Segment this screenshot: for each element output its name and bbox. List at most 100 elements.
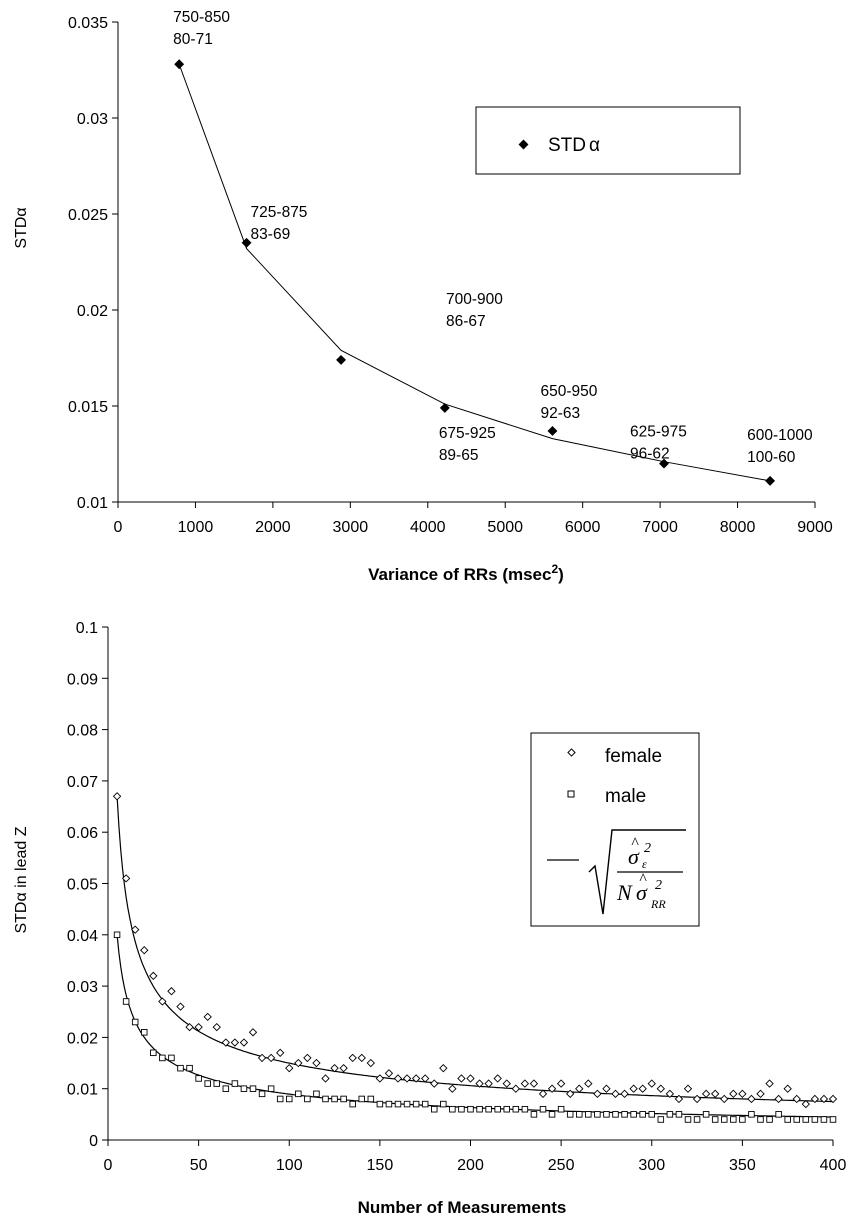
female-point bbox=[466, 1074, 475, 1083]
male-point bbox=[612, 1111, 619, 1118]
female-point bbox=[620, 1089, 629, 1099]
y-tick-label: 0.025 bbox=[68, 207, 108, 224]
female-point bbox=[312, 1058, 321, 1068]
male-point bbox=[639, 1111, 646, 1118]
male-point bbox=[358, 1095, 366, 1103]
female-point bbox=[221, 1038, 230, 1047]
male-point bbox=[784, 1116, 791, 1123]
male-point bbox=[657, 1116, 665, 1123]
data-point bbox=[241, 237, 252, 248]
male-point bbox=[721, 1116, 728, 1123]
female-point bbox=[584, 1079, 593, 1088]
male-point bbox=[711, 1116, 719, 1123]
female-point bbox=[185, 1022, 194, 1032]
x-tick-label: 1000 bbox=[178, 519, 214, 536]
x-tick-label: 3000 bbox=[333, 519, 369, 536]
female-point bbox=[266, 1053, 276, 1063]
female-point bbox=[765, 1079, 774, 1088]
chart-2-legend: female male σ ^ ε 2 N σ ^ RR 2 bbox=[530, 732, 700, 927]
male-point bbox=[331, 1095, 338, 1103]
male-point bbox=[258, 1090, 266, 1098]
female-point bbox=[348, 1053, 357, 1063]
point-label-range: 600-1000 bbox=[747, 427, 813, 444]
chart-2-x-ticks: 0 50 100 150 200 250 300 350 400 bbox=[104, 1140, 847, 1174]
point-label-rate: 96-62 bbox=[630, 446, 670, 463]
female-point bbox=[593, 1089, 602, 1099]
male-point bbox=[757, 1116, 764, 1123]
female-point bbox=[720, 1094, 729, 1104]
y-tick-label: 0.015 bbox=[68, 399, 108, 416]
female-point bbox=[566, 1089, 575, 1099]
chart-1-x-axis-title: Variance of RRs (msec2) bbox=[368, 562, 564, 584]
female-point bbox=[212, 1022, 221, 1032]
point-label-range: 650-950 bbox=[540, 383, 597, 400]
data-point bbox=[765, 475, 776, 486]
chart-2-y-ticks: 0 0.01 0.02 0.03 0.04 0.05 0.06 0.07 0.08 0.09 0.1 bbox=[67, 620, 108, 1150]
female-point bbox=[611, 1089, 620, 1099]
chart-1-legend-marker bbox=[518, 139, 529, 150]
data-point bbox=[174, 59, 185, 70]
male-point bbox=[231, 1080, 239, 1087]
male-point bbox=[748, 1111, 755, 1118]
male-point bbox=[503, 1105, 511, 1113]
female-point bbox=[683, 1084, 693, 1093]
female-point bbox=[575, 1084, 584, 1093]
x-tick-label: 0 bbox=[114, 519, 123, 536]
svg-text:^: ^ bbox=[639, 871, 647, 888]
female-point bbox=[321, 1074, 330, 1083]
male-point bbox=[675, 1111, 683, 1118]
data-point bbox=[659, 458, 669, 469]
chart-2-x-axis-title: Number of Measurements bbox=[358, 1198, 567, 1217]
male-point bbox=[403, 1100, 411, 1108]
svg-text:2: 2 bbox=[655, 878, 662, 893]
y-tick-label: 0.02 bbox=[67, 1030, 98, 1047]
male-point bbox=[340, 1095, 347, 1103]
svg-text:^: ^ bbox=[631, 835, 639, 852]
female-point bbox=[167, 987, 176, 996]
female-point bbox=[756, 1089, 765, 1099]
male-point bbox=[811, 1116, 819, 1123]
male-point bbox=[485, 1105, 492, 1113]
chart-1-legend-box bbox=[475, 106, 741, 175]
chart-1-legend: STD α bbox=[475, 106, 741, 175]
male-point bbox=[204, 1080, 211, 1087]
female-point bbox=[547, 1084, 557, 1093]
y-tick-label: 0.09 bbox=[67, 671, 98, 688]
female-point bbox=[484, 1079, 493, 1088]
svg-text:σ: σ bbox=[636, 880, 648, 905]
female-point bbox=[665, 1089, 675, 1099]
x-tick-label: 100 bbox=[276, 1157, 303, 1174]
male-point bbox=[802, 1116, 810, 1123]
point-label-rate: 86-67 bbox=[446, 313, 486, 330]
female-point bbox=[366, 1058, 375, 1068]
male-point bbox=[557, 1105, 565, 1113]
male-point bbox=[421, 1100, 429, 1108]
y-tick-label: 0 bbox=[89, 1133, 98, 1150]
female-point bbox=[656, 1084, 665, 1093]
female-point bbox=[457, 1074, 466, 1083]
male-point bbox=[739, 1116, 746, 1123]
male-point bbox=[458, 1105, 465, 1113]
x-tick-label: 5000 bbox=[487, 519, 523, 536]
y-tick-label: 0.03 bbox=[67, 979, 98, 996]
x-tick-label: 400 bbox=[820, 1157, 847, 1174]
male-point bbox=[476, 1105, 483, 1113]
male-point bbox=[322, 1095, 329, 1103]
male-point bbox=[621, 1111, 628, 1118]
point-label-range: 625-975 bbox=[630, 424, 687, 441]
female-point bbox=[774, 1094, 783, 1104]
chart-1-y-ticks: 0.01 0.015 0.02 0.025 0.03 0.035 bbox=[68, 15, 118, 512]
chart-1-y-axis-title: STDα bbox=[13, 207, 30, 248]
male-point bbox=[113, 931, 121, 939]
female-point bbox=[384, 1069, 394, 1078]
female-point bbox=[701, 1089, 711, 1099]
male-point bbox=[648, 1111, 656, 1118]
point-label-rate: 100-60 bbox=[747, 449, 796, 466]
x-tick-label: 200 bbox=[457, 1157, 484, 1174]
female-point bbox=[158, 997, 167, 1006]
female-point bbox=[411, 1074, 421, 1083]
y-tick-label: 0.03 bbox=[77, 111, 108, 128]
male-point bbox=[702, 1111, 710, 1118]
male-point bbox=[367, 1095, 375, 1103]
